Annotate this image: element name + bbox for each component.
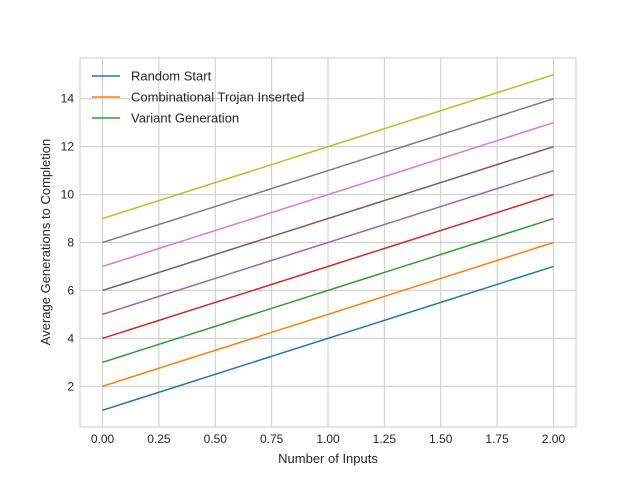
plot-frame: [79, 57, 577, 428]
series-line-5: [102, 169, 554, 316]
y-tick-label: 8: [67, 236, 74, 250]
series-line-3: [102, 217, 554, 364]
x-tick-labels: 0.00 0.25 0.50 0.75 1.00 1.25 1.50 1.75 2.00: [91, 432, 566, 446]
series-line-2: [102, 241, 554, 387]
series-line-7: [102, 121, 554, 268]
y-tick-labels: 2 4 6 8 10 12 14: [61, 92, 75, 394]
legend-label: Variant Generation: [131, 111, 239, 126]
y-tick-label: 4: [67, 331, 74, 345]
x-tick-label: 1.25: [373, 432, 397, 446]
series-line-8: [102, 98, 554, 244]
series-line-6: [102, 145, 554, 292]
y-tick-label: 12: [61, 140, 75, 154]
series-line-1: [102, 265, 554, 411]
y-tick-label: 2: [67, 379, 74, 393]
legend-label: Random Start: [131, 69, 212, 84]
x-tick-label: 0.50: [204, 432, 228, 446]
x-tick-label: 1.50: [429, 432, 453, 446]
x-tick-label: 2.00: [542, 432, 566, 446]
x-tick-label: 1.00: [316, 432, 340, 446]
legend: Random Start Combinational Trojan Inserte…: [92, 69, 304, 126]
y-axis-label: Average Generations to Completion: [38, 139, 53, 345]
x-tick-label: 0.00: [91, 432, 115, 446]
series-line-9: [102, 74, 554, 220]
series-line-4: [102, 193, 554, 340]
y-tick-label: 6: [67, 283, 74, 297]
y-tick-label: 14: [61, 92, 75, 106]
x-tick-label: 0.25: [147, 432, 171, 446]
x-axis-label: Number of Inputs: [278, 451, 378, 466]
legend-label: Combinational Trojan Inserted: [131, 90, 304, 105]
y-tick-label: 10: [61, 188, 75, 202]
x-tick-label: 0.75: [260, 432, 284, 446]
series-lines: [102, 74, 554, 411]
x-tick-label: 1.75: [485, 432, 509, 446]
